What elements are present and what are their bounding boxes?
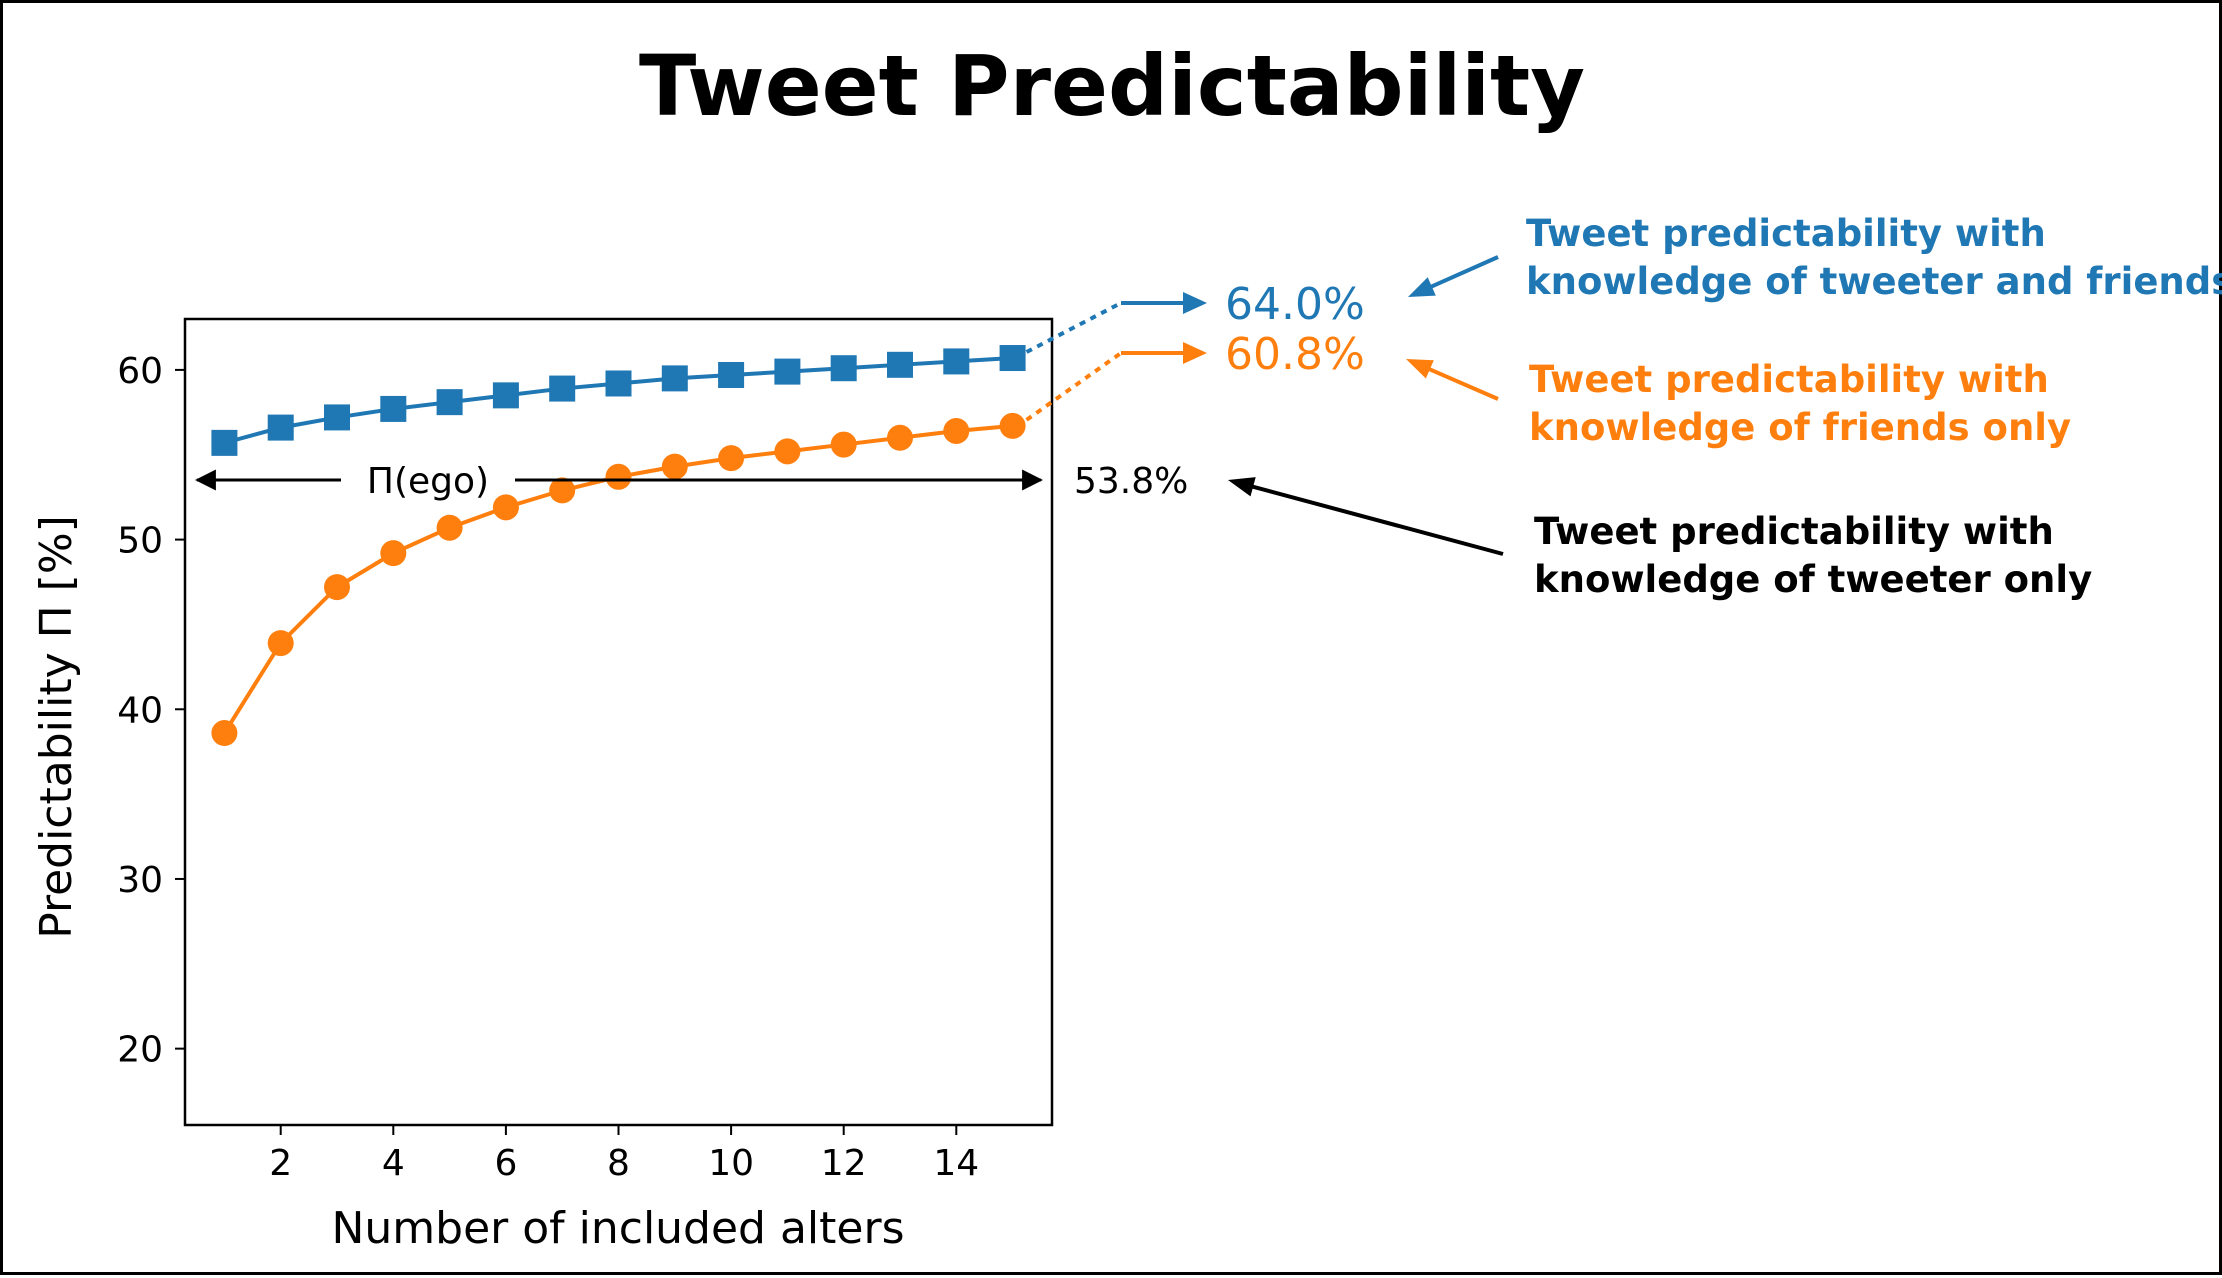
annotation-arrow-head [1408,277,1436,297]
annotation-line2: knowledge of friends only [1529,406,2071,449]
annotation-arrow-head [1228,477,1256,497]
limit-layer: 64.0%60.8% [1025,279,1365,422]
data-point-circle [605,463,632,490]
plot-frame [183,317,1054,1127]
y-tick-label: 20 [117,1030,163,1071]
reference-value-label: 53.8% [1074,461,1188,502]
data-point-square [830,355,857,382]
data-point-circle [267,630,294,657]
data-point-square [605,370,632,397]
x-axis-label: Number of included alters [332,1203,905,1254]
x-tick-label: 6 [494,1143,517,1184]
data-point-circle [830,431,857,458]
data-point-circle [999,412,1026,439]
data-point-square [886,351,913,378]
x-axis: 2 4 6 8 10 12 14 [269,1125,979,1184]
data-point-square [774,358,801,385]
y-tick-label: 60 [117,351,163,392]
data-point-square [999,345,1026,372]
reference-label: Π(ego) [367,461,489,502]
data-point-circle [774,438,801,465]
annotation-arrow-head [1406,359,1434,379]
data-point-square [380,395,407,422]
data-point-circle [943,417,970,444]
data-point-square [211,429,238,456]
y-axis-label: Predictability Π [%] [31,515,82,939]
limit-value-label: 60.8% [1225,329,1365,380]
limit-value-label: 64.0% [1225,279,1365,330]
data-point-square [492,382,519,409]
series-layer [211,345,1026,747]
x-tick-label: 2 [269,1143,292,1184]
x-tick-label: 12 [821,1143,867,1184]
annotation-line1: Tweet predictability with [1526,212,2046,255]
data-point-square [718,361,745,388]
data-point-square [436,389,463,416]
chart-title: Tweet Predictability [639,37,1585,135]
limit-arrow-head [1183,292,1207,314]
data-point-circle [436,514,463,541]
data-point-circle [324,574,351,601]
annotation-line1: Tweet predictability with [1534,510,2054,553]
plot-area [183,317,1054,1127]
data-point-circle [661,453,688,480]
x-tick-label: 14 [933,1143,979,1184]
y-tick-label: 40 [117,690,163,731]
data-point-circle [492,494,519,521]
chart: Tweet Predictability 2 4 6 8 10 12 14 20 30 40 50… [31,37,2222,1254]
data-point-square [661,365,688,392]
y-axis: 20 30 40 50 60 [117,351,185,1071]
annotation-line1: Tweet predictability with [1529,358,2049,401]
x-tick-label: 4 [382,1143,405,1184]
data-point-square [943,348,970,375]
reference-layer: Π(ego) 53.8% [194,461,1188,502]
y-tick-label: 50 [117,521,163,562]
data-point-circle [549,477,576,504]
data-point-square [324,404,351,431]
data-point-square [267,414,294,441]
annotation-layer: Tweet predictability with knowledge of tw… [1228,212,2222,601]
y-tick-label: 30 [117,860,163,901]
data-point-circle [380,540,407,567]
annotation-arrow-line [1423,255,1499,292]
data-point-circle [718,445,745,472]
annotation-arrow-line [1421,364,1499,401]
extrapolation-dotted-line [1025,301,1122,354]
annotation-line2: knowledge of tweeter and friends [1526,260,2222,303]
x-tick-label: 8 [607,1143,630,1184]
data-point-square [549,375,576,402]
limit-arrow-head [1183,342,1207,364]
extrapolation-dotted-line [1025,351,1123,422]
data-point-circle [886,424,913,451]
x-tick-label: 10 [708,1143,754,1184]
data-point-circle [211,720,238,747]
annotation-arrow-line [1244,482,1504,556]
annotation-line2: knowledge of tweeter only [1534,558,2092,601]
